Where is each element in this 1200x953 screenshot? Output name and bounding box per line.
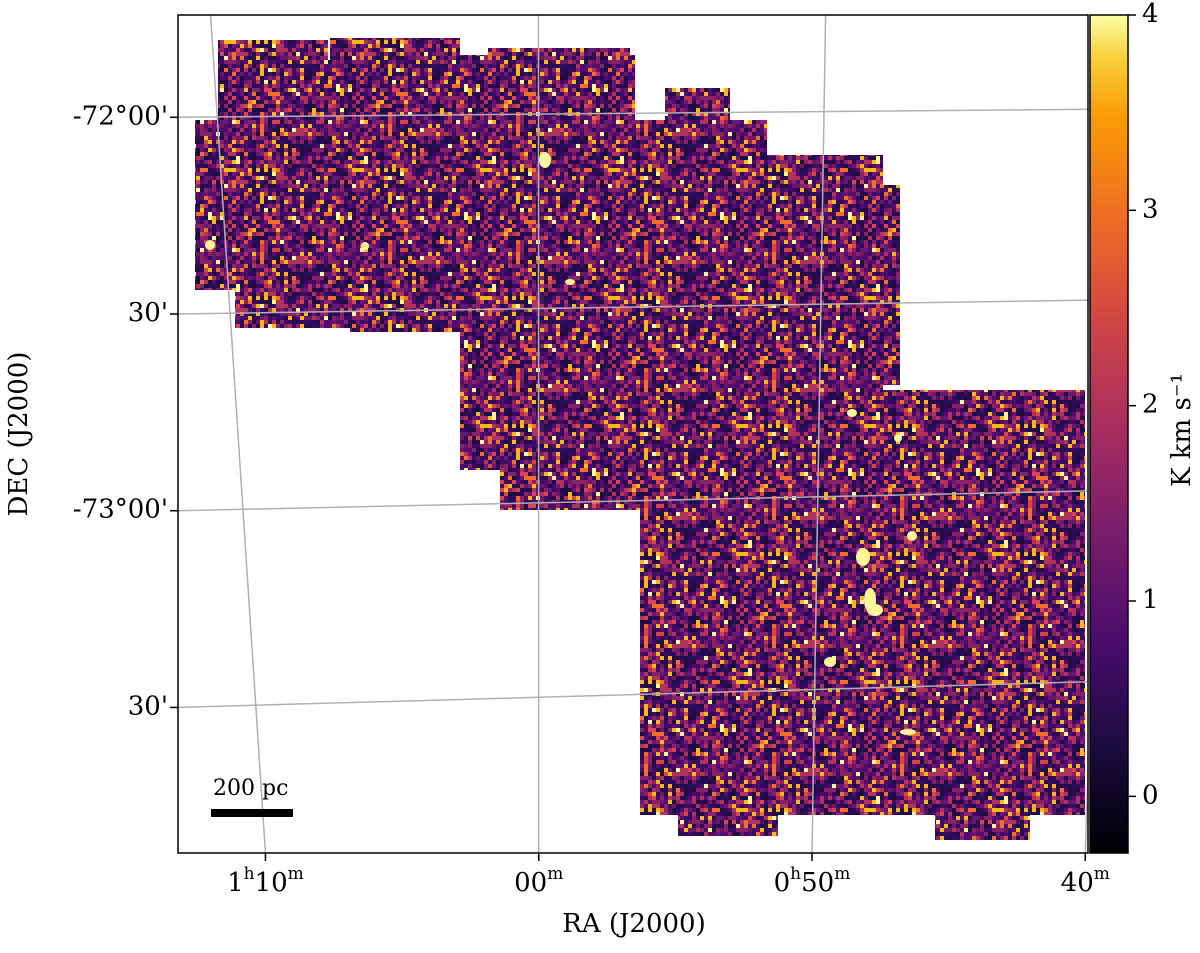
colorbar-tick-label: 3 (1142, 194, 1159, 224)
colorbar-tick-label: 4 (1142, 0, 1159, 29)
x-tick-label: 0h50m (774, 864, 851, 899)
colorbar-tick-label: 0 (1142, 780, 1159, 810)
colorbar-label: K km s⁻¹ (1167, 373, 1197, 487)
x-tick-label: 40m (1061, 864, 1110, 899)
intensity-map (195, 38, 1085, 840)
y-tick-label: 30' (128, 691, 168, 721)
colorbar-tick-label: 2 (1142, 390, 1159, 420)
scale-bar (211, 809, 293, 817)
colorbar (1090, 15, 1128, 853)
x-axis-label: RA (J2000) (562, 909, 706, 939)
colorbar-tick-label: 1 (1142, 585, 1159, 615)
y-axis-label: DEC (J2000) (4, 352, 34, 517)
y-tick-label: -72°00' (73, 101, 168, 131)
y-tick-label: -73°00' (73, 495, 168, 525)
x-tick-label: 00m (514, 864, 563, 899)
scale-bar-label: 200 pc (213, 776, 288, 801)
x-tick-label: 1h10m (227, 864, 304, 899)
y-tick-label: 30' (128, 298, 168, 328)
